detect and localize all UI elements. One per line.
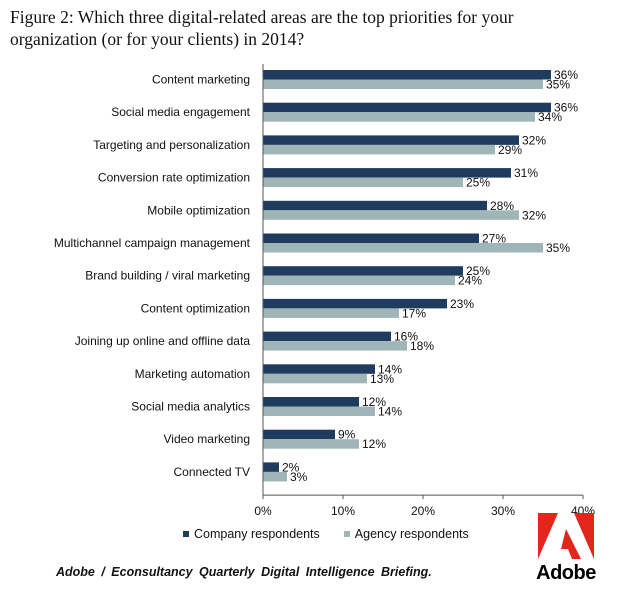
bar-agency xyxy=(263,275,455,286)
data-label-agency: 29% xyxy=(498,143,522,157)
bar-company xyxy=(263,135,519,145)
bar-company xyxy=(263,462,279,472)
bar-agency xyxy=(263,373,367,384)
legend-label-agency: Agency respondents xyxy=(354,527,469,541)
legend-swatch-agency xyxy=(343,531,350,537)
category-label: Brand building / viral marketing xyxy=(85,269,250,283)
category-label: Content optimization xyxy=(141,301,250,315)
legend-label-company: Company respondents xyxy=(194,527,320,541)
chart-title: Figure 2: Which three digital-related ar… xyxy=(10,7,514,49)
data-label-company: 14% xyxy=(378,362,402,376)
bar-company xyxy=(263,429,335,440)
data-label-agency: 24% xyxy=(458,274,482,288)
legend: Company respondents Agency respondents xyxy=(183,527,469,541)
category-label: Content marketing xyxy=(152,73,250,87)
data-label-agency: 32% xyxy=(522,208,546,222)
data-label-company: 36% xyxy=(554,68,578,82)
adobe-wordmark: Adobe xyxy=(536,562,596,584)
data-label-agency: 12% xyxy=(362,437,386,451)
x-tick-label: 0% xyxy=(254,504,272,518)
x-tick-label: 20% xyxy=(411,504,435,518)
data-label-agency: 18% xyxy=(410,339,434,353)
data-label-agency: 14% xyxy=(378,405,402,419)
category-label: Video marketing xyxy=(164,432,251,446)
data-label-agency: 3% xyxy=(290,470,308,484)
source-note: Adobe / Econsultancy Quarterly Digital I… xyxy=(56,565,432,579)
category-label: Social media analytics xyxy=(131,400,250,414)
bar-agency xyxy=(263,341,407,351)
data-label-company: 36% xyxy=(554,101,578,115)
bar-agency xyxy=(263,177,463,188)
data-label-agency: 13% xyxy=(370,372,394,386)
bar-agency xyxy=(263,439,359,449)
data-label-company: 28% xyxy=(490,199,514,213)
bar-agency xyxy=(263,308,399,318)
category-label: Targeting and personalization xyxy=(93,138,250,152)
data-label-agency: 34% xyxy=(538,110,562,124)
bar-company xyxy=(263,298,447,309)
bar-agency xyxy=(263,144,495,155)
bar-company xyxy=(263,70,551,80)
bar-company xyxy=(263,168,511,178)
bar-company xyxy=(263,331,391,342)
data-label-company: 12% xyxy=(362,395,386,409)
bar-company xyxy=(263,233,479,243)
data-label-agency: 35% xyxy=(546,78,570,92)
bar-agency xyxy=(263,243,543,253)
data-label-company: 31% xyxy=(514,166,538,180)
bar-company xyxy=(263,200,487,211)
legend-item-company: Company respondents xyxy=(183,527,320,541)
category-label: Marketing automation xyxy=(135,367,250,381)
data-label-agency: 25% xyxy=(466,176,490,190)
legend-item-agency: Agency respondents xyxy=(343,527,469,541)
category-label: Mobile optimization xyxy=(147,203,250,217)
category-label: Connected TV xyxy=(174,465,251,479)
legend-swatch-company xyxy=(183,531,189,537)
data-label-agency: 17% xyxy=(402,306,426,320)
category-label: Joining up online and offline data xyxy=(75,334,251,348)
data-label-company: 27% xyxy=(482,232,506,246)
data-label-agency: 35% xyxy=(546,241,570,255)
bar-agency xyxy=(263,471,287,482)
data-label-company: 16% xyxy=(394,330,418,344)
data-label-company: 25% xyxy=(466,264,490,278)
category-label: Conversion rate optimization xyxy=(98,171,250,185)
bar-agency xyxy=(263,112,535,122)
category-label: Social media engagement xyxy=(111,105,250,119)
data-label-company: 32% xyxy=(522,133,546,147)
x-tick-label: 30% xyxy=(491,504,515,518)
data-label-company: 23% xyxy=(450,297,474,311)
bar-agency xyxy=(263,210,519,220)
category-label: Multichannel campaign management xyxy=(54,236,251,250)
bar-agency xyxy=(263,79,543,89)
x-tick-label: 10% xyxy=(331,504,355,518)
bar-company xyxy=(263,266,463,276)
data-label-company: 9% xyxy=(338,428,356,442)
data-label-company: 2% xyxy=(282,460,300,474)
bar-company xyxy=(263,397,359,407)
bar-agency xyxy=(263,406,375,416)
bar-company xyxy=(263,102,551,113)
adobe-logo-icon xyxy=(538,513,594,559)
bar-company xyxy=(263,364,375,374)
